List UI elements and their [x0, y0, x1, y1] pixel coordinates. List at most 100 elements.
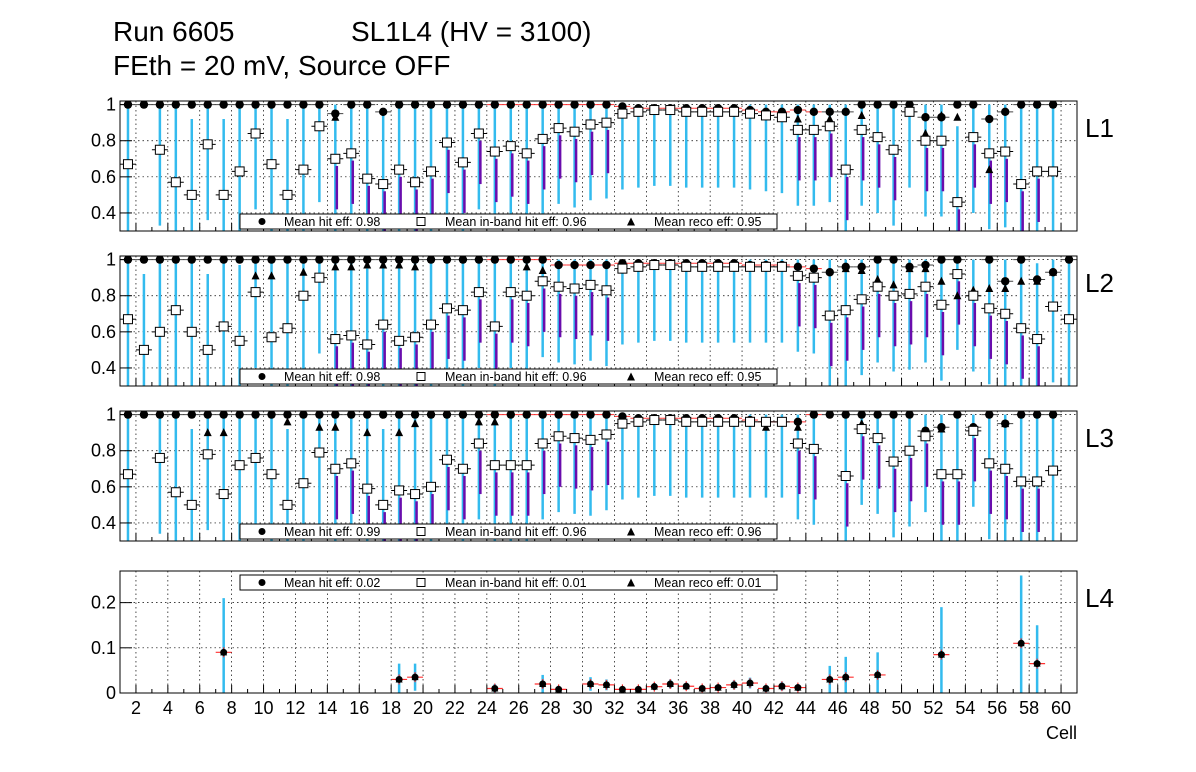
hit-eff-marker: [474, 101, 484, 109]
reco-eff-marker: [587, 679, 595, 687]
inband-eff-marker: [537, 276, 548, 287]
inband-eff-marker: [824, 121, 835, 132]
hit-eff-marker: [315, 256, 324, 264]
hit-eff-marker: [618, 412, 627, 421]
reco-eff-marker: [937, 424, 946, 433]
legend-hit-label: Mean hit eff: 0.99: [284, 525, 380, 539]
hit-eff-marker: [586, 260, 595, 270]
hit-eff-marker: [426, 411, 436, 419]
reco-eff-marker: [602, 680, 610, 688]
inband-eff-marker: [553, 281, 564, 292]
inband-eff-marker: [314, 447, 325, 458]
layer-label: L1: [1085, 113, 1114, 143]
inband-eff-marker: [840, 471, 851, 481]
hit-eff-marker: [331, 256, 340, 264]
hit-eff-marker: [841, 411, 850, 419]
inband-eff-marker: [617, 108, 628, 119]
inband-eff-marker: [745, 261, 756, 272]
inband-eff-marker: [920, 281, 931, 292]
inband-eff-marker: [888, 144, 899, 155]
hit-eff-marker: [394, 256, 404, 264]
hit-eff-marker: [506, 256, 515, 264]
hit-eff-marker: [857, 411, 866, 419]
x-tick-label: 16: [349, 698, 369, 718]
inband-eff-marker: [952, 269, 963, 280]
hit-eff-marker: [1016, 101, 1026, 109]
legend-inband-label: Mean in-band hit eff: 0.96: [445, 525, 587, 539]
inband-eff-marker: [457, 305, 468, 316]
hit-eff-marker: [442, 101, 452, 109]
inband-eff-marker: [1000, 146, 1011, 157]
hit-eff-marker: [841, 107, 850, 117]
inband-eff-marker: [441, 137, 452, 148]
reco-eff-marker: [267, 271, 276, 280]
hit-eff-marker: [522, 101, 531, 109]
hit-eff-marker: [171, 101, 181, 109]
inband-eff-marker: [378, 499, 389, 510]
hit-eff-marker: [203, 256, 212, 264]
inband-eff-marker: [649, 105, 660, 116]
inband-eff-marker: [505, 141, 516, 152]
hit-eff-marker: [283, 256, 292, 264]
legend-box: [239, 574, 778, 591]
inband-eff-marker: [505, 460, 516, 471]
hit-eff-marker: [857, 101, 866, 109]
panel-l3: 0.4 0.6 0.8 1 L3 Mean hit eff: 0.99 Mean in-ba…: [91, 405, 1114, 542]
x-tick-label: 44: [796, 698, 816, 718]
hit-eff-marker: [442, 411, 452, 419]
inband-eff-marker: [745, 108, 756, 119]
hit-eff-marker: [410, 256, 420, 264]
inband-eff-marker: [601, 117, 612, 128]
reco-eff-marker: [411, 419, 420, 428]
hit-eff-marker: [825, 107, 834, 117]
hit-eff-marker: [506, 411, 515, 419]
inband-eff-marker: [298, 290, 309, 301]
inband-eff-marker: [697, 416, 708, 427]
reco-eff-marker: [555, 685, 563, 693]
inband-eff-marker: [218, 321, 229, 332]
inband-eff-marker: [298, 164, 309, 175]
reco-eff-marker: [363, 428, 372, 437]
legend-reco-label: Mean reco eff: 0.01: [654, 576, 762, 590]
hit-eff-marker: [953, 411, 962, 419]
inband-eff-marker: [1016, 323, 1027, 334]
hit-eff-marker: [267, 411, 276, 419]
hit-eff-marker: [219, 256, 228, 264]
x-tick-label: 34: [636, 698, 656, 718]
hit-eff-marker: [458, 101, 468, 109]
inband-eff-marker: [1048, 301, 1059, 312]
inband-eff-marker: [441, 303, 452, 314]
inband-eff-marker: [521, 460, 532, 471]
data-layer: [120, 256, 1077, 386]
inband-eff-marker: [760, 261, 771, 272]
legend-hit-label: Mean hit eff: 0.98: [284, 370, 380, 384]
inband-eff-marker: [792, 124, 803, 135]
inband-eff-marker: [410, 489, 421, 500]
hit-eff-marker: [889, 256, 898, 264]
hit-eff-marker: [251, 411, 260, 419]
hit-eff-marker: [554, 411, 563, 419]
legend-inband-marker: [416, 372, 426, 381]
inband-eff-marker: [1048, 166, 1059, 177]
reco-eff-marker: [251, 271, 260, 280]
hit-eff-marker: [809, 264, 819, 273]
inband-eff-marker: [824, 310, 835, 321]
x-tick-label: 18: [381, 698, 401, 718]
reco-eff-marker: [411, 673, 419, 681]
reco-eff-marker: [395, 675, 403, 683]
inband-eff-marker: [441, 454, 452, 465]
inband-eff-marker: [489, 321, 500, 332]
inband-eff-marker: [553, 431, 564, 442]
hit-eff-marker: [458, 256, 468, 264]
hit-eff-marker: [985, 114, 994, 124]
inband-eff-marker: [633, 416, 644, 427]
panel-l2: 0.4 0.6 0.8 1 L2 Mean hit eff: 0.98 Mean in-ba…: [91, 250, 1114, 387]
inband-eff-marker: [968, 132, 979, 143]
reco-eff-marker: [363, 260, 372, 269]
inband-eff-marker: [585, 434, 596, 445]
inband-eff-marker: [920, 431, 931, 442]
hit-eff-marker: [442, 256, 452, 264]
hit-eff-marker: [283, 411, 292, 419]
inband-eff-marker: [904, 288, 915, 299]
inband-eff-marker: [633, 106, 644, 117]
